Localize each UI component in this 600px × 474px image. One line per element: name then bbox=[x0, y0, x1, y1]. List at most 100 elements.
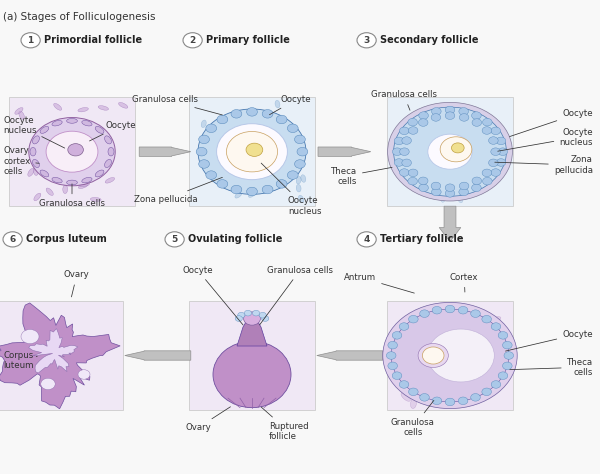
Circle shape bbox=[357, 232, 376, 247]
Ellipse shape bbox=[40, 170, 49, 177]
Circle shape bbox=[488, 137, 498, 145]
Text: Tertiary follicle: Tertiary follicle bbox=[380, 234, 463, 245]
Circle shape bbox=[68, 144, 83, 156]
Polygon shape bbox=[0, 303, 120, 409]
Text: Primordial follicle: Primordial follicle bbox=[44, 35, 142, 46]
Circle shape bbox=[482, 177, 492, 185]
Circle shape bbox=[458, 397, 468, 405]
Circle shape bbox=[432, 306, 442, 314]
Ellipse shape bbox=[459, 401, 472, 406]
Text: 1: 1 bbox=[28, 36, 34, 45]
Circle shape bbox=[244, 312, 260, 325]
Ellipse shape bbox=[105, 177, 115, 183]
Circle shape bbox=[408, 118, 418, 126]
Circle shape bbox=[297, 147, 308, 156]
Circle shape bbox=[262, 316, 269, 321]
Circle shape bbox=[459, 114, 469, 121]
Ellipse shape bbox=[419, 157, 426, 164]
Text: Oocyte: Oocyte bbox=[506, 330, 593, 351]
Ellipse shape bbox=[67, 118, 77, 123]
Circle shape bbox=[445, 112, 455, 119]
Ellipse shape bbox=[28, 168, 34, 176]
Circle shape bbox=[199, 160, 209, 168]
Polygon shape bbox=[237, 320, 267, 346]
Circle shape bbox=[394, 137, 404, 145]
Ellipse shape bbox=[464, 170, 470, 177]
Ellipse shape bbox=[67, 180, 77, 185]
Circle shape bbox=[431, 188, 441, 196]
Circle shape bbox=[394, 159, 404, 166]
Circle shape bbox=[498, 148, 508, 155]
Circle shape bbox=[383, 302, 517, 409]
Circle shape bbox=[253, 310, 260, 316]
Circle shape bbox=[498, 331, 508, 339]
Ellipse shape bbox=[15, 108, 23, 114]
Ellipse shape bbox=[68, 140, 79, 145]
FancyBboxPatch shape bbox=[189, 301, 315, 410]
Circle shape bbox=[409, 127, 418, 134]
Circle shape bbox=[247, 187, 257, 196]
Text: (a) Stages of Folliculogenesis: (a) Stages of Folliculogenesis bbox=[3, 12, 155, 22]
Circle shape bbox=[440, 137, 472, 162]
Circle shape bbox=[231, 109, 242, 118]
Ellipse shape bbox=[34, 193, 41, 201]
Text: Oocyte: Oocyte bbox=[182, 266, 243, 325]
Circle shape bbox=[491, 323, 501, 330]
Text: Oocyte: Oocyte bbox=[509, 109, 593, 137]
Circle shape bbox=[276, 180, 287, 188]
Circle shape bbox=[235, 316, 242, 321]
FancyBboxPatch shape bbox=[189, 97, 315, 206]
Ellipse shape bbox=[52, 177, 62, 183]
Ellipse shape bbox=[95, 127, 104, 133]
Circle shape bbox=[247, 108, 257, 116]
Circle shape bbox=[399, 381, 409, 388]
Circle shape bbox=[445, 305, 455, 313]
Ellipse shape bbox=[248, 191, 256, 197]
Circle shape bbox=[482, 118, 492, 126]
Text: Zona
pellucida: Zona pellucida bbox=[495, 155, 593, 174]
Ellipse shape bbox=[61, 168, 67, 176]
Ellipse shape bbox=[104, 136, 112, 144]
Circle shape bbox=[409, 169, 418, 177]
Ellipse shape bbox=[119, 102, 128, 108]
Circle shape bbox=[391, 309, 509, 402]
Ellipse shape bbox=[72, 181, 83, 185]
Circle shape bbox=[488, 159, 498, 166]
Ellipse shape bbox=[235, 191, 242, 198]
Text: Corpus luteum: Corpus luteum bbox=[26, 234, 107, 245]
Circle shape bbox=[431, 108, 441, 115]
Circle shape bbox=[472, 112, 481, 119]
Ellipse shape bbox=[88, 166, 93, 175]
Circle shape bbox=[482, 127, 491, 134]
Circle shape bbox=[445, 106, 455, 114]
Circle shape bbox=[431, 182, 441, 190]
Ellipse shape bbox=[108, 147, 114, 156]
Circle shape bbox=[357, 33, 376, 48]
Circle shape bbox=[445, 184, 455, 191]
Circle shape bbox=[418, 119, 428, 127]
Circle shape bbox=[3, 232, 22, 247]
Ellipse shape bbox=[53, 103, 62, 110]
Ellipse shape bbox=[458, 195, 463, 203]
Circle shape bbox=[217, 180, 228, 188]
Text: Granulosa cells: Granulosa cells bbox=[371, 91, 437, 110]
Circle shape bbox=[29, 118, 115, 186]
Circle shape bbox=[496, 159, 506, 166]
Circle shape bbox=[206, 124, 217, 133]
Circle shape bbox=[388, 102, 512, 201]
Ellipse shape bbox=[95, 170, 104, 177]
Circle shape bbox=[165, 232, 184, 247]
FancyBboxPatch shape bbox=[9, 97, 135, 206]
Circle shape bbox=[445, 398, 455, 406]
Text: Oocyte
nucleus: Oocyte nucleus bbox=[261, 163, 322, 216]
Circle shape bbox=[459, 188, 469, 196]
Ellipse shape bbox=[30, 147, 36, 156]
Ellipse shape bbox=[46, 188, 53, 195]
Ellipse shape bbox=[63, 185, 68, 193]
Text: Ruptured
follicle: Ruptured follicle bbox=[261, 407, 308, 441]
Polygon shape bbox=[317, 351, 383, 360]
Text: Ovary: Ovary bbox=[185, 407, 230, 432]
Ellipse shape bbox=[446, 110, 456, 115]
Circle shape bbox=[419, 310, 429, 318]
Circle shape bbox=[491, 127, 500, 135]
